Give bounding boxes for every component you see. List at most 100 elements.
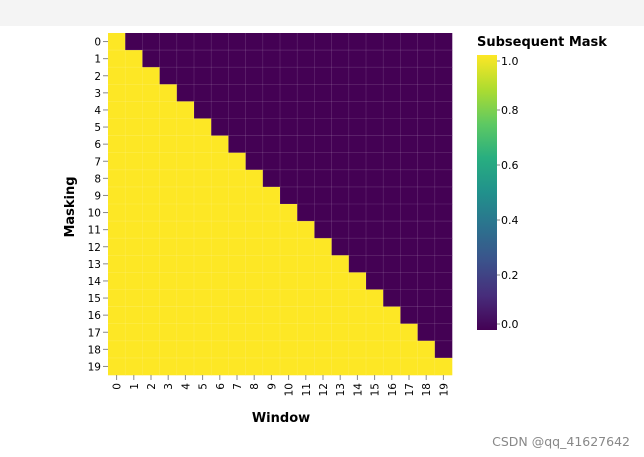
heatmap-cell-17-18 xyxy=(417,323,436,342)
heatmap-cell-10-13 xyxy=(331,204,350,222)
y-tick-label: 16 xyxy=(88,310,102,322)
heatmap-cell-3-17 xyxy=(400,84,418,102)
heatmap-cell-11-2 xyxy=(142,221,160,239)
heatmap-cell-10-12 xyxy=(314,204,332,222)
heatmap-cell-4-6 xyxy=(211,101,229,119)
heatmap-cell-7-8 xyxy=(245,152,264,171)
heatmap-cell-7-19 xyxy=(434,152,453,171)
heatmap-cell-9-14 xyxy=(348,186,367,205)
heatmap-cell-5-7 xyxy=(228,118,246,136)
heatmap-cell-0-7 xyxy=(228,33,246,51)
heatmap-cell-0-12 xyxy=(314,33,332,51)
heatmap-cell-17-1 xyxy=(125,323,143,342)
heatmap-cell-19-15 xyxy=(366,357,384,376)
heatmap-cell-7-17 xyxy=(400,152,418,171)
heatmap-cell-1-13 xyxy=(331,50,350,68)
heatmap-cell-8-5 xyxy=(194,169,212,188)
heatmap-cell-13-14 xyxy=(348,255,367,273)
x-tick-label: 6 xyxy=(215,383,227,390)
heatmap-cell-16-8 xyxy=(245,306,264,324)
heatmap-cell-0-10 xyxy=(280,33,298,51)
heatmap-cell-2-7 xyxy=(228,67,246,85)
heatmap-cell-1-15 xyxy=(366,50,384,68)
heatmap-cell-7-5 xyxy=(194,152,212,171)
heatmap-cell-15-19 xyxy=(434,289,453,307)
heatmap-cell-18-6 xyxy=(211,340,229,359)
heatmap-cell-5-6 xyxy=(211,118,229,136)
heatmap-cell-17-7 xyxy=(228,323,246,342)
heatmap-cell-12-2 xyxy=(142,238,160,256)
heatmap-cell-6-19 xyxy=(434,135,453,153)
heatmap-cell-0-17 xyxy=(400,33,418,51)
heatmap-cell-1-16 xyxy=(383,50,401,68)
heatmap-cell-12-6 xyxy=(211,238,229,256)
heatmap-cell-4-0 xyxy=(108,101,126,119)
heatmap-cell-0-18 xyxy=(417,33,436,51)
x-tick-label: 0 xyxy=(112,383,124,390)
heatmap-cell-9-17 xyxy=(400,186,418,205)
heatmap-cell-8-10 xyxy=(280,169,298,188)
heatmap-cell-8-6 xyxy=(211,169,229,188)
heatmap-cell-2-0 xyxy=(108,67,126,85)
heatmap-cell-18-17 xyxy=(400,340,418,359)
heatmap-cell-11-7 xyxy=(228,221,246,239)
heatmap-cell-2-6 xyxy=(211,67,229,85)
heatmap-cell-11-8 xyxy=(245,221,264,239)
x-tick-label: 15 xyxy=(370,383,382,396)
heatmap-cell-9-15 xyxy=(366,186,384,205)
heatmap-cell-4-1 xyxy=(125,101,143,119)
heatmap-cell-6-6 xyxy=(211,135,229,153)
heatmap-cell-17-13 xyxy=(331,323,350,342)
heatmap-cell-1-4 xyxy=(176,50,195,68)
heatmap-cell-9-1 xyxy=(125,186,143,205)
x-tick-label: 18 xyxy=(421,383,433,396)
heatmap-cell-12-7 xyxy=(228,238,246,256)
heatmap-cell-13-15 xyxy=(366,255,384,273)
heatmap-cell-3-12 xyxy=(314,84,332,102)
heatmap-cell-6-13 xyxy=(331,135,350,153)
heatmap-cell-12-3 xyxy=(159,238,178,256)
x-tick-label: 3 xyxy=(163,383,175,390)
heatmap-cell-1-8 xyxy=(245,50,264,68)
heatmap-cell-17-16 xyxy=(383,323,401,342)
heatmap-cell-14-7 xyxy=(228,272,246,290)
heatmap-cell-16-4 xyxy=(176,306,195,324)
heatmap-cell-0-3 xyxy=(159,33,178,51)
heatmap-cell-5-11 xyxy=(297,118,315,136)
heatmap-cell-14-6 xyxy=(211,272,229,290)
heatmap-cell-6-4 xyxy=(176,135,195,153)
heatmap-cell-1-6 xyxy=(211,50,229,68)
heatmap-cell-10-7 xyxy=(228,204,246,222)
heatmap-cell-18-19 xyxy=(434,340,453,359)
heatmap-cell-10-0 xyxy=(108,204,126,222)
x-tick-label: 19 xyxy=(438,383,450,396)
heatmap-cell-6-8 xyxy=(245,135,264,153)
x-tick-label: 12 xyxy=(318,383,330,396)
heatmap-cell-0-19 xyxy=(434,33,453,51)
heatmap-cell-14-18 xyxy=(417,272,436,290)
heatmap-cell-5-8 xyxy=(245,118,264,136)
heatmap-cell-18-0 xyxy=(108,340,126,359)
heatmap-cell-9-19 xyxy=(434,186,453,205)
heatmap-cell-10-19 xyxy=(434,204,453,222)
heatmap-cell-6-14 xyxy=(348,135,367,153)
heatmap-cell-7-14 xyxy=(348,152,367,171)
y-tick-label: 7 xyxy=(94,156,101,168)
heatmap-cell-1-10 xyxy=(280,50,298,68)
heatmap-cell-8-0 xyxy=(108,169,126,188)
heatmap-cell-3-18 xyxy=(417,84,436,102)
heatmap-cell-3-11 xyxy=(297,84,315,102)
heatmap-cell-9-16 xyxy=(383,186,401,205)
heatmap-cell-6-1 xyxy=(125,135,143,153)
heatmap-cell-2-3 xyxy=(159,67,178,85)
heatmap-cell-19-6 xyxy=(211,357,229,376)
heatmap-cell-10-15 xyxy=(366,204,384,222)
heatmap-cell-5-3 xyxy=(159,118,178,136)
heatmap-cell-1-7 xyxy=(228,50,246,68)
heatmap-cell-14-8 xyxy=(245,272,264,290)
heatmap-cell-15-1 xyxy=(125,289,143,307)
heatmap-cell-8-7 xyxy=(228,169,246,188)
heatmap-cell-8-11 xyxy=(297,169,315,188)
heatmap-cell-17-10 xyxy=(280,323,298,342)
heatmap-cell-1-2 xyxy=(142,50,160,68)
